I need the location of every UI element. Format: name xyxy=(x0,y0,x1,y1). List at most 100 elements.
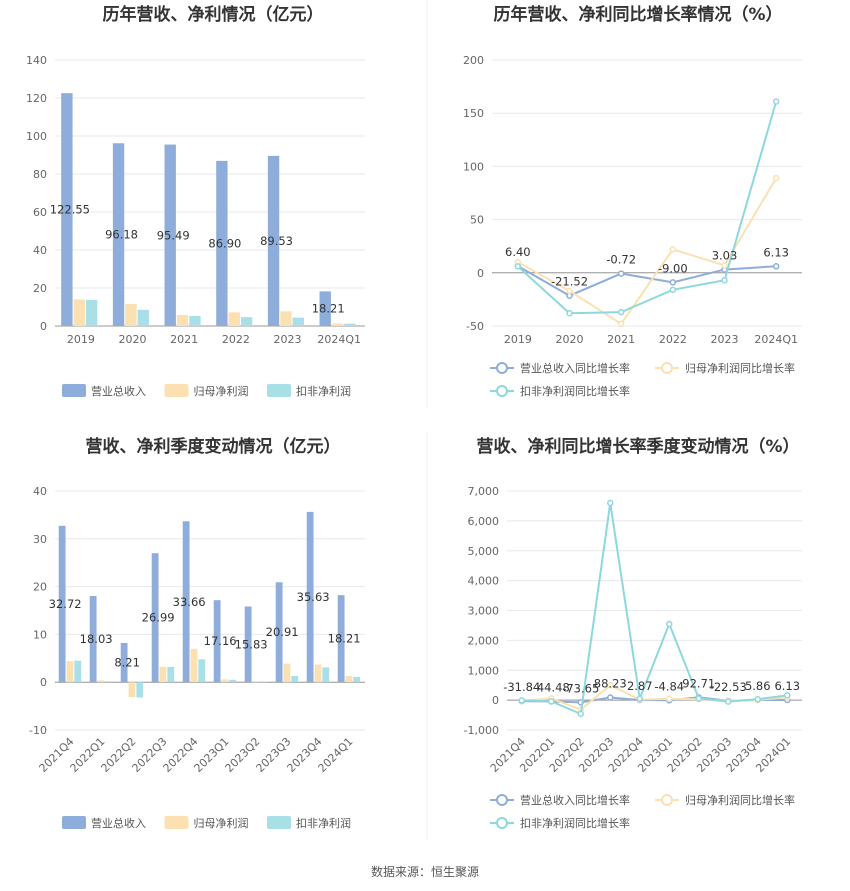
series-line-deducted-profit xyxy=(517,101,778,315)
bar-data-label: 86.90 xyxy=(208,236,241,250)
bar-revenue xyxy=(164,144,176,326)
bar-deducted-profit xyxy=(85,299,98,326)
x-tick-label: 2022 xyxy=(659,333,687,346)
line-data-label: 5.86 xyxy=(745,679,771,693)
x-tick-label: 2023 xyxy=(711,333,739,346)
y-tick-label: 0 xyxy=(492,694,499,707)
legend-swatch xyxy=(62,384,86,397)
bar-revenue xyxy=(337,595,345,683)
series-point xyxy=(725,698,732,705)
series-point xyxy=(577,710,584,718)
series-point xyxy=(607,681,614,689)
bar-net-profit xyxy=(221,679,229,683)
chart-title-quarterly-growth: 营收、净利同比增长率季度变动情况（%） xyxy=(476,436,799,457)
bar-net-profit xyxy=(66,661,74,683)
line-data-label: -22.53 xyxy=(710,680,747,694)
bar-data-label: 35.63 xyxy=(297,590,330,604)
legend-label: 扣非净利润同比增长率 xyxy=(520,816,630,830)
line-data-label: 92.71 xyxy=(682,676,715,690)
series-point xyxy=(617,308,625,316)
y-tick-label: 100 xyxy=(463,160,484,173)
bar-deducted-profit xyxy=(353,676,361,683)
y-tick-label: 1,000 xyxy=(468,664,500,677)
x-tick-label: 2023 xyxy=(274,333,302,346)
legend-label: 营业总收入 xyxy=(91,384,146,398)
y-tick-label: -1,000 xyxy=(464,724,499,737)
series-point xyxy=(617,320,625,328)
y-tick-label: 0 xyxy=(40,676,47,689)
y-tick-label: 0 xyxy=(477,267,484,280)
y-tick-label: 7,000 xyxy=(468,485,500,498)
legend-swatch xyxy=(267,384,291,397)
chart-title-annual-growth: 历年营收、净利同比增长率情况（%） xyxy=(493,4,782,25)
bar-deducted-profit xyxy=(291,675,299,683)
bar-net-profit xyxy=(228,312,240,326)
bar-deducted-profit xyxy=(344,323,356,326)
series-point xyxy=(666,695,673,703)
y-tick-label: 100 xyxy=(26,130,47,143)
bar-net-profit xyxy=(314,664,322,683)
bar-data-label: 89.53 xyxy=(260,234,293,248)
bar-revenue xyxy=(319,291,331,326)
x-tick-label: 2024Q1 xyxy=(316,735,356,775)
bar-net-profit xyxy=(331,323,344,326)
bar-deducted-profit xyxy=(105,681,113,683)
legend-label: 营业总收入同比增长率 xyxy=(520,361,630,375)
series-point xyxy=(636,695,643,702)
bar-net-profit xyxy=(159,666,167,683)
line-data-label: 88.23 xyxy=(594,676,627,690)
series-point xyxy=(566,287,573,295)
line-data-label: 6.13 xyxy=(763,245,789,259)
series-point xyxy=(518,697,525,704)
bar-deducted-profit xyxy=(260,681,268,683)
bar-revenue xyxy=(112,143,125,326)
series-point xyxy=(721,276,728,284)
y-tick-label: 50 xyxy=(470,214,484,227)
annual-bar-chart: 0 20 40 60 80 100 120 140 2019 2020 2021 2022 2023 20… xyxy=(26,54,365,398)
series-point xyxy=(607,499,614,507)
legend-marker xyxy=(661,362,673,374)
annual-growth-line-chart: -50 0 50 100 150 200 2019 2020 2021 2022 2023 2024Q… xyxy=(463,54,802,398)
series-point xyxy=(772,263,780,270)
legend-swatch xyxy=(164,816,189,829)
bar-data-label: 96.18 xyxy=(105,228,138,242)
series-point xyxy=(607,694,614,701)
line-data-label: 6.40 xyxy=(505,245,531,259)
x-tick-label: 2020 xyxy=(119,333,147,346)
bar-deducted-profit xyxy=(229,679,237,683)
bar-revenue xyxy=(151,553,159,683)
series-point xyxy=(669,286,677,294)
bar-data-label: 26.99 xyxy=(142,611,175,625)
y-tick-label: 6,000 xyxy=(468,515,500,528)
y-tick-label: -10 xyxy=(29,724,47,737)
bar-revenue xyxy=(213,600,221,683)
legend-label: 扣非净利润 xyxy=(296,816,351,830)
y-tick-label: 5,000 xyxy=(468,545,500,558)
chart-title-quarterly-bars: 营收、净利季度变动情况（亿元） xyxy=(86,436,341,457)
legend-label: 归母净利润同比增长率 xyxy=(685,361,795,375)
bar-net-profit xyxy=(128,682,136,698)
series-line-deducted-profit xyxy=(521,502,788,716)
bar-data-label: 33.66 xyxy=(173,595,206,609)
bar-net-profit xyxy=(73,299,85,326)
bar-deducted-profit xyxy=(137,309,149,326)
line-data-label: -0.72 xyxy=(606,253,636,267)
bar-net-profit xyxy=(125,303,137,326)
y-tick-label: 200 xyxy=(463,54,484,67)
legend-label: 扣非净利润同比增长率 xyxy=(520,384,630,398)
line-data-label: 6.13 xyxy=(774,679,800,693)
line-data-label: -4.84 xyxy=(654,679,684,693)
bar-revenue xyxy=(275,582,283,683)
bar-deducted-profit xyxy=(198,659,206,683)
legend-label: 营业总收入 xyxy=(91,816,146,830)
series-point xyxy=(617,270,625,277)
y-tick-label: 20 xyxy=(33,581,47,594)
bar-net-profit xyxy=(283,663,291,683)
series-point xyxy=(514,263,522,270)
bar-revenue xyxy=(244,606,252,683)
bar-deducted-profit xyxy=(292,317,304,326)
x-tick-label: 2019 xyxy=(504,333,532,346)
y-tick-label: 10 xyxy=(33,628,47,641)
series-point xyxy=(566,309,573,317)
